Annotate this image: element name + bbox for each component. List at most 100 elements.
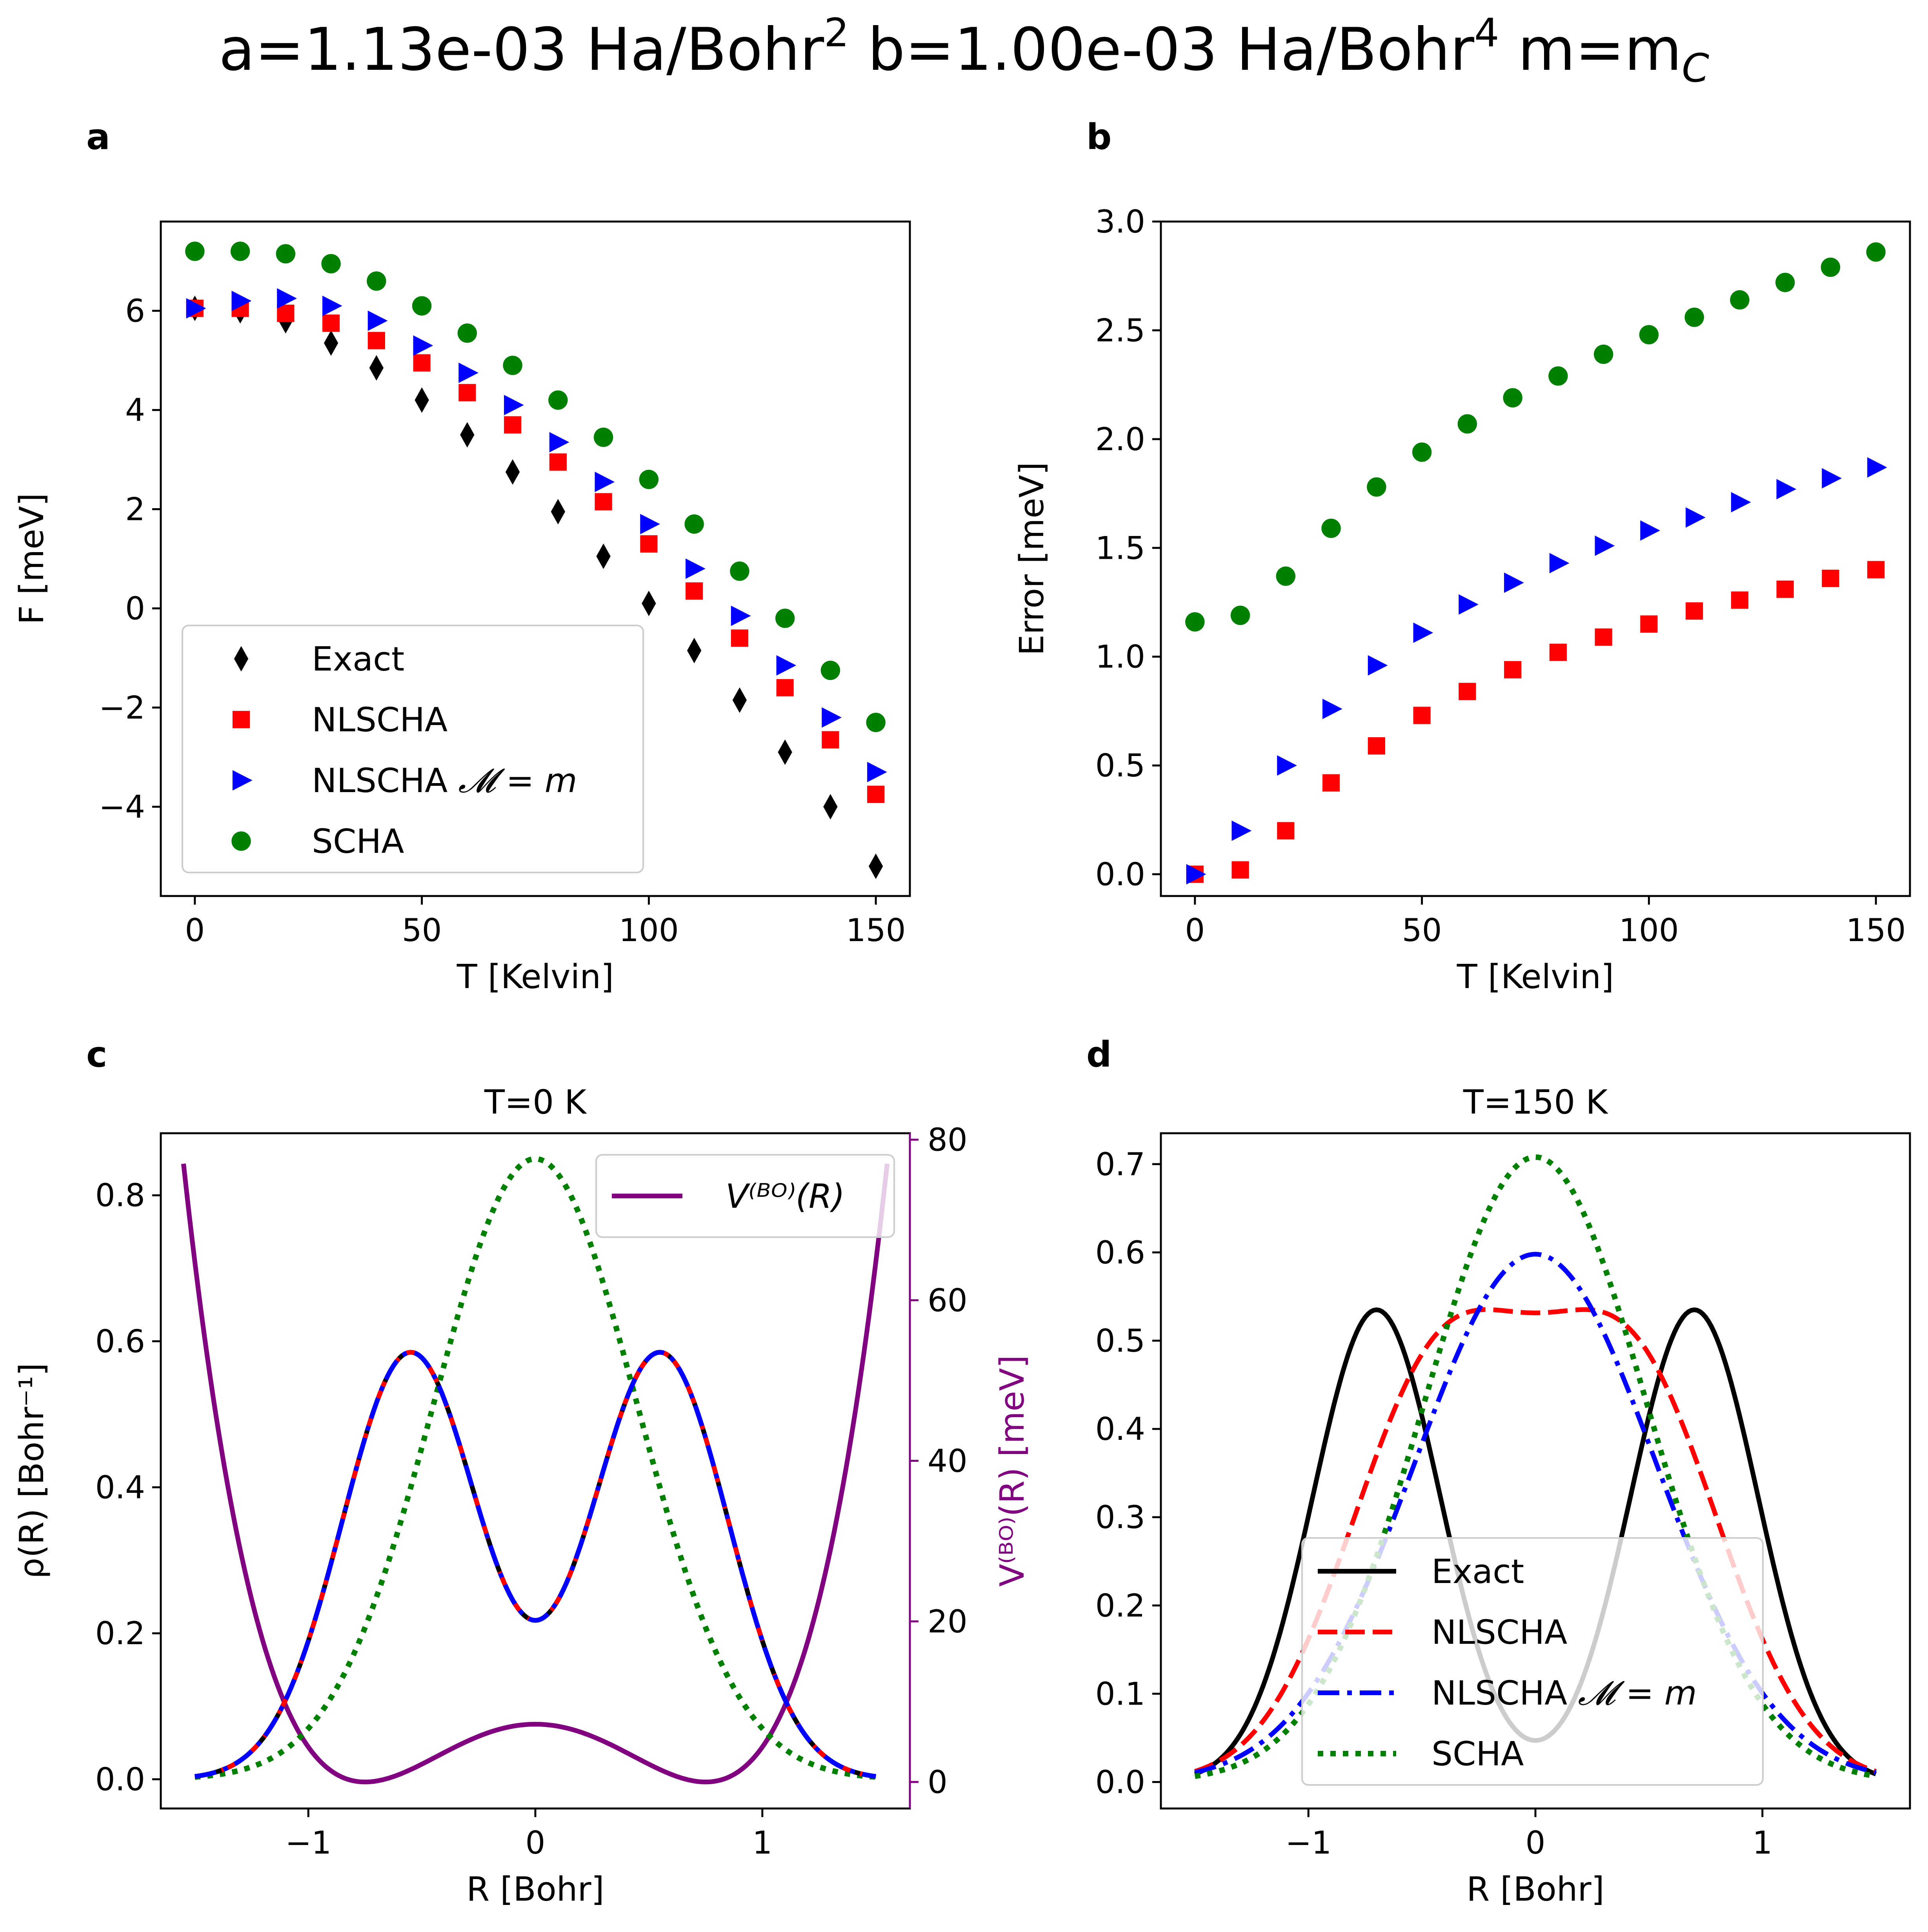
c-xtick-label: 1 bbox=[752, 1825, 772, 1861]
d-xtick-label: 0 bbox=[1526, 1825, 1546, 1861]
b-point-square bbox=[1867, 561, 1885, 578]
b-point-circle bbox=[1457, 414, 1477, 434]
b-point-circle bbox=[1185, 612, 1205, 632]
a-ytick-label: 0 bbox=[125, 590, 145, 627]
a-point-square bbox=[277, 304, 295, 322]
a-legend-marker bbox=[232, 711, 250, 729]
b-point-square bbox=[1776, 580, 1794, 598]
c-ytick-label-right: 60 bbox=[928, 1282, 968, 1319]
c-ylabel-right: V⁽ᴮᴼ⁾(R) [meV] bbox=[993, 1355, 1032, 1587]
d-xtick-label: 1 bbox=[1752, 1825, 1772, 1861]
a-point-triangle-right bbox=[186, 298, 206, 319]
legend-label: Exact bbox=[1431, 1552, 1524, 1591]
b-point-circle bbox=[1775, 273, 1795, 293]
a-point-square bbox=[413, 354, 431, 372]
a-point-circle bbox=[503, 356, 522, 375]
b-point-triangle-right bbox=[1822, 468, 1842, 489]
b-point-triangle-right bbox=[1595, 535, 1615, 556]
a-point-circle bbox=[185, 242, 205, 261]
d-ytick-label: 0.4 bbox=[1095, 1411, 1145, 1447]
panel-label-c: c bbox=[86, 1034, 107, 1075]
a-point-diamond bbox=[687, 638, 702, 663]
b-point-triangle-right bbox=[1231, 820, 1252, 841]
a-point-circle bbox=[457, 323, 477, 343]
b-point-square bbox=[1686, 602, 1703, 620]
b-point-triangle-right bbox=[1549, 553, 1570, 574]
b-xtick-label: 100 bbox=[1619, 912, 1679, 949]
legend-label: Exact bbox=[312, 640, 404, 679]
b-point-triangle-right bbox=[1322, 698, 1342, 719]
a-point-diamond bbox=[778, 739, 792, 765]
b-xtick-label: 0 bbox=[1185, 912, 1205, 949]
b-point-circle bbox=[1230, 605, 1250, 625]
b-point-triangle-right bbox=[1504, 573, 1524, 593]
b-point-circle bbox=[1821, 257, 1841, 277]
b-point-circle bbox=[1684, 307, 1704, 327]
c-xtick-label: −1 bbox=[285, 1825, 331, 1861]
b-point-square bbox=[1640, 615, 1658, 633]
a-point-square bbox=[549, 453, 567, 471]
a-point-circle bbox=[730, 561, 749, 581]
c-ytick-label: 0.4 bbox=[95, 1469, 145, 1506]
a-ytick-label: 6 bbox=[125, 293, 145, 329]
a-point-square bbox=[322, 314, 340, 332]
c-scha-line bbox=[195, 1156, 876, 1780]
d-ytick-label: 0.2 bbox=[1095, 1587, 1145, 1624]
a-point-square bbox=[686, 582, 703, 600]
b-point-triangle-right bbox=[1277, 755, 1297, 776]
c-legend-box bbox=[595, 1154, 895, 1238]
b-point-triangle-right bbox=[1459, 594, 1479, 615]
b-point-square bbox=[1368, 737, 1385, 755]
a-xlabel: T [Kelvin] bbox=[457, 958, 614, 996]
a-point-triangle-right bbox=[776, 655, 797, 676]
b-point-circle bbox=[1321, 518, 1341, 538]
c-ytick-label: 0.8 bbox=[95, 1177, 145, 1214]
d-ytick-label: 0.0 bbox=[1095, 1764, 1145, 1800]
b-point-circle bbox=[1548, 366, 1568, 386]
a-point-diamond bbox=[324, 330, 338, 356]
a-point-square bbox=[731, 629, 749, 647]
c-title: T=0 K bbox=[484, 1083, 587, 1122]
b-axes-frame bbox=[1160, 220, 1911, 897]
legend-label: SCHA bbox=[312, 822, 404, 861]
a-point-square bbox=[458, 384, 476, 402]
b-point-square bbox=[1595, 628, 1612, 646]
b-ytick-label: 2.5 bbox=[1095, 312, 1145, 349]
legend-label: NLSCHA bbox=[312, 701, 447, 740]
a-point-diamond bbox=[732, 687, 747, 713]
d-ytick-label: 0.7 bbox=[1095, 1146, 1145, 1183]
a-point-triangle-right bbox=[504, 394, 524, 415]
a-point-triangle-right bbox=[731, 605, 751, 626]
a-point-square bbox=[640, 535, 658, 553]
a-point-circle bbox=[548, 390, 568, 410]
b-point-triangle-right bbox=[1368, 655, 1388, 676]
a-point-square bbox=[776, 679, 794, 696]
c-xtick-label: 0 bbox=[526, 1825, 546, 1861]
b-point-circle bbox=[1412, 442, 1432, 462]
b-point-circle bbox=[1730, 290, 1750, 310]
c-exact-line bbox=[194, 1350, 877, 1779]
panel-d-density-t150-chart: −1 0 1 0.0 0.1 0.2 0.3 0.4 0.5 0.6 0.7 R [Bohr] T=15… bbox=[1095, 1083, 1911, 1909]
a-xtick-label: 0 bbox=[185, 912, 205, 949]
d-xtick-label: −1 bbox=[1285, 1825, 1331, 1861]
legend-label: NLSCHA 𝓜 = m bbox=[312, 762, 577, 800]
a-point-diamond bbox=[369, 355, 384, 381]
a-point-circle bbox=[820, 660, 840, 680]
b-xtick-label: 150 bbox=[1846, 912, 1906, 949]
b-point-square bbox=[1413, 707, 1431, 724]
panel-label-b: b bbox=[1086, 116, 1111, 158]
b-point-square bbox=[1504, 661, 1522, 679]
a-point-diamond bbox=[642, 591, 656, 616]
a-point-circle bbox=[775, 609, 795, 628]
d-ytick-label: 0.1 bbox=[1095, 1676, 1145, 1712]
b-point-triangle-right bbox=[1186, 864, 1206, 885]
b-ytick-label: 0.5 bbox=[1095, 747, 1145, 784]
panel-label-d: d bbox=[1086, 1034, 1111, 1075]
b-ytick-label: 1.5 bbox=[1095, 530, 1145, 566]
a-point-circle bbox=[276, 244, 296, 264]
a-point-diamond bbox=[551, 499, 566, 525]
a-ytick-label: −4 bbox=[99, 789, 145, 825]
b-point-square bbox=[1822, 569, 1839, 587]
a-point-triangle-right bbox=[822, 707, 842, 728]
b-xtick-label: 50 bbox=[1402, 912, 1442, 949]
